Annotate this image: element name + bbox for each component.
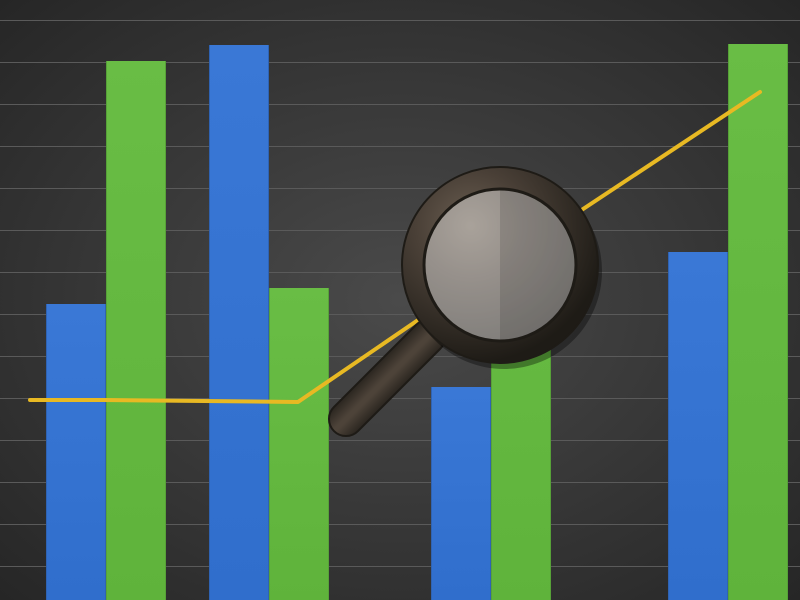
bar-green	[269, 288, 329, 600]
bar-green	[491, 184, 551, 600]
bar-green	[106, 61, 166, 600]
bar-blue	[668, 252, 728, 600]
chart-stage	[0, 0, 800, 600]
bar-blue	[46, 304, 106, 600]
bar-blue	[209, 45, 269, 600]
bar-blue	[431, 387, 491, 600]
gridline	[0, 20, 800, 21]
bar-green	[728, 44, 788, 600]
